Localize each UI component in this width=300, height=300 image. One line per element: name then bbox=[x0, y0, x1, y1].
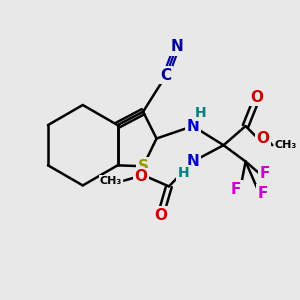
Text: H: H bbox=[178, 166, 189, 180]
Text: C: C bbox=[160, 68, 172, 83]
Text: N: N bbox=[170, 39, 183, 54]
Text: H: H bbox=[195, 106, 206, 120]
Text: CH₃: CH₃ bbox=[274, 140, 296, 150]
Text: N: N bbox=[187, 154, 199, 169]
Text: S: S bbox=[138, 159, 148, 174]
Text: F: F bbox=[260, 167, 270, 182]
Text: CH₃: CH₃ bbox=[100, 176, 122, 186]
Text: O: O bbox=[154, 208, 167, 223]
Text: O: O bbox=[256, 131, 269, 146]
Text: F: F bbox=[258, 186, 268, 201]
Text: O: O bbox=[135, 169, 148, 184]
Text: O: O bbox=[250, 90, 264, 105]
Text: N: N bbox=[187, 118, 199, 134]
Text: F: F bbox=[231, 182, 241, 197]
